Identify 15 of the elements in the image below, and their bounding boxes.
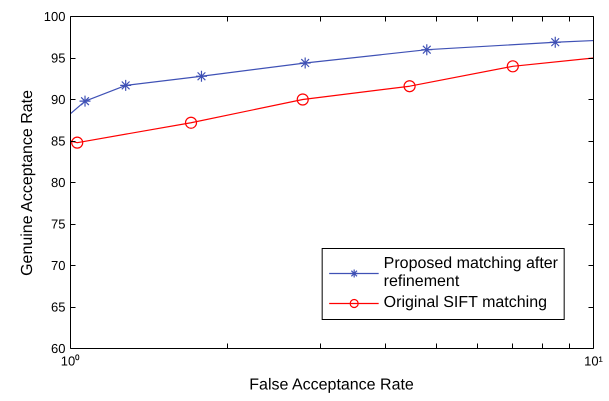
y-tick-label: 100 — [44, 9, 66, 24]
y-tick-label: 70 — [51, 258, 66, 273]
y-tick-label: 90 — [51, 92, 66, 107]
legend-label: Original SIFT matching — [384, 294, 547, 312]
x-tick-label: 10¹ — [584, 354, 604, 368]
y-tick-label: 60 — [51, 341, 66, 356]
x-axis-title: False Acceptance Rate — [249, 376, 414, 394]
y-tick-label: 65 — [51, 300, 66, 314]
x-tick-label: 10⁰ — [60, 354, 80, 368]
y-tick-label: 75 — [51, 216, 66, 232]
legend-label: Proposed matching after refinement — [384, 255, 558, 291]
y-tick-label: 80 — [51, 175, 66, 190]
y-axis-title: Genuine Acceptance Rate — [18, 90, 36, 276]
y-tick-label: 85 — [51, 134, 66, 148]
y-tick-label: 95 — [51, 50, 66, 66]
